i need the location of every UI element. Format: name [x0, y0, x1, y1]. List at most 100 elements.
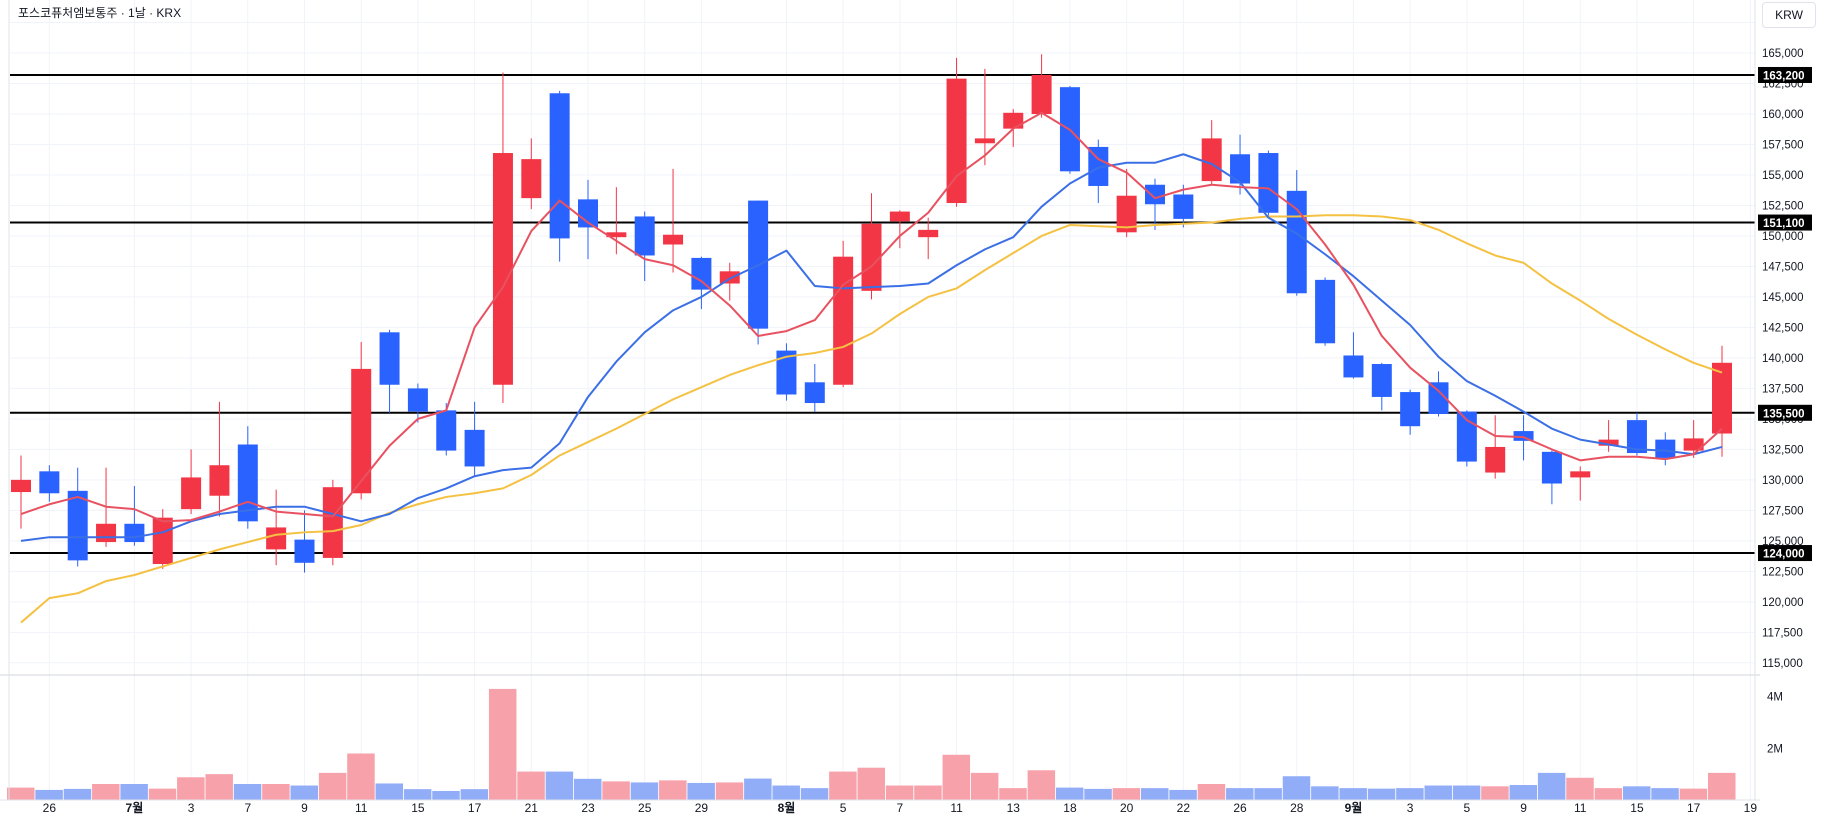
y-tick-label: 152,500: [1762, 200, 1804, 212]
x-tick-label: 17: [468, 801, 482, 815]
candle-body: [1513, 431, 1534, 441]
x-tick-label: 29: [695, 801, 709, 815]
currency-button[interactable]: KRW: [1762, 2, 1816, 28]
y-tick-label: 142,500: [1762, 322, 1804, 334]
candle-body: [1400, 392, 1421, 427]
candle-body: [1315, 279, 1336, 344]
volume-bar: [744, 778, 772, 800]
symbol-legend[interactable]: 포스코퓨처엠보통주 · 1날 · KRX: [18, 6, 182, 20]
candle-body: [634, 216, 655, 256]
volume-bar: [517, 771, 545, 800]
volume-bar: [999, 788, 1027, 800]
volume-bar: [1708, 772, 1736, 800]
level-label: 151,100: [1763, 218, 1805, 230]
level-label: 124,000: [1763, 549, 1805, 561]
volume-bar: [1424, 785, 1452, 800]
volume-bar: [460, 789, 489, 800]
volume-bar: [574, 778, 602, 800]
candle-body: [266, 527, 287, 550]
level-label-box: [1758, 545, 1812, 562]
level-label-box: [1758, 66, 1812, 83]
candle-body: [1343, 355, 1364, 378]
candle-body: [663, 234, 684, 245]
x-tick-label: 13: [1007, 801, 1021, 815]
x-tick-label: 22: [1177, 801, 1191, 815]
volume-bar: [914, 785, 942, 800]
volume-bar: [1311, 786, 1339, 800]
axes: 115,000 117,500 120,000 122,500 125,000 127,5…: [0, 0, 1812, 815]
volume-bar: [432, 790, 460, 800]
candle-body: [691, 257, 712, 290]
candle-body: [1371, 364, 1392, 397]
x-tick-label: 11: [1574, 801, 1587, 815]
volume-bar: [347, 753, 375, 800]
candle-body: [1003, 112, 1024, 129]
ma-mid-line: [20, 153, 1723, 542]
candle-body: [804, 382, 825, 404]
x-tick-label: 7: [897, 801, 904, 815]
level-label-box: [1758, 214, 1812, 231]
volume-bar: [1339, 788, 1367, 800]
y-tick-label: 155,000: [1762, 170, 1804, 182]
volume-bar: [630, 782, 659, 800]
volume-bar: [715, 782, 744, 800]
volume-bar: [885, 785, 914, 800]
volume-bar: [403, 789, 432, 800]
x-tick-label: 9: [301, 801, 308, 815]
volume-bar: [1055, 787, 1084, 800]
x-tick-label: 15: [1630, 801, 1644, 815]
volume-bar: [1226, 788, 1254, 800]
level-label: 163,200: [1763, 70, 1805, 82]
candle-body: [1541, 451, 1562, 484]
candle-body: [1201, 138, 1222, 182]
x-tick-label: 5: [1464, 801, 1471, 815]
y-tick-label: 132,500: [1762, 444, 1804, 456]
volume-bar: [120, 783, 148, 800]
volume-bar: [1084, 788, 1112, 800]
x-tick-label: 15: [411, 801, 425, 815]
x-tick-label: 7월: [126, 800, 144, 815]
x-tick-label: 19: [1744, 801, 1758, 815]
x-tick-label: 3: [188, 801, 195, 815]
candle-body: [1088, 146, 1109, 186]
y-tick-label: 140,000: [1762, 353, 1804, 365]
candle-body: [237, 444, 258, 522]
y-tick-label: 137,500: [1762, 383, 1804, 395]
volume-bar: [942, 754, 971, 800]
volume-bar: [262, 783, 290, 800]
candle-body: [11, 479, 31, 493]
candle-body: [1683, 438, 1704, 451]
moving-averages: [20, 111, 1723, 624]
volume-bar: [177, 777, 205, 800]
candle-body: [1116, 195, 1137, 233]
candle-body: [209, 465, 230, 496]
volume-bar: [1594, 788, 1623, 800]
volume-bar: [1566, 777, 1594, 800]
x-tick-label: 3: [1407, 801, 1414, 815]
volume-bar: [1452, 785, 1481, 800]
y-tick-label: 150,000: [1762, 231, 1804, 243]
candle-body: [1598, 439, 1619, 446]
volume-bar: [970, 772, 999, 800]
volume-bar: [602, 781, 630, 800]
candle-body: [521, 159, 542, 199]
candle-body: [776, 350, 797, 395]
x-tick-label: 18: [1063, 801, 1077, 815]
level-label: 135,500: [1763, 408, 1805, 420]
y-tick-label: 145,000: [1762, 292, 1804, 304]
candle-body: [719, 271, 740, 284]
horizontal-levels[interactable]: [10, 73, 1755, 555]
y-tick-label: 117,500: [1762, 627, 1803, 639]
volume-bar: [1141, 788, 1169, 800]
candle-body: [918, 229, 939, 238]
volume-bar: [1112, 788, 1141, 800]
candle-body: [549, 93, 570, 239]
candle-body: [1655, 439, 1676, 458]
volume-bar: [1396, 788, 1424, 800]
volume-bar: [1282, 776, 1311, 800]
candle-body: [124, 523, 145, 543]
volume-bar: [1197, 783, 1226, 800]
x-tick-label: 9: [1520, 801, 1527, 815]
volume-bar: [488, 688, 517, 800]
